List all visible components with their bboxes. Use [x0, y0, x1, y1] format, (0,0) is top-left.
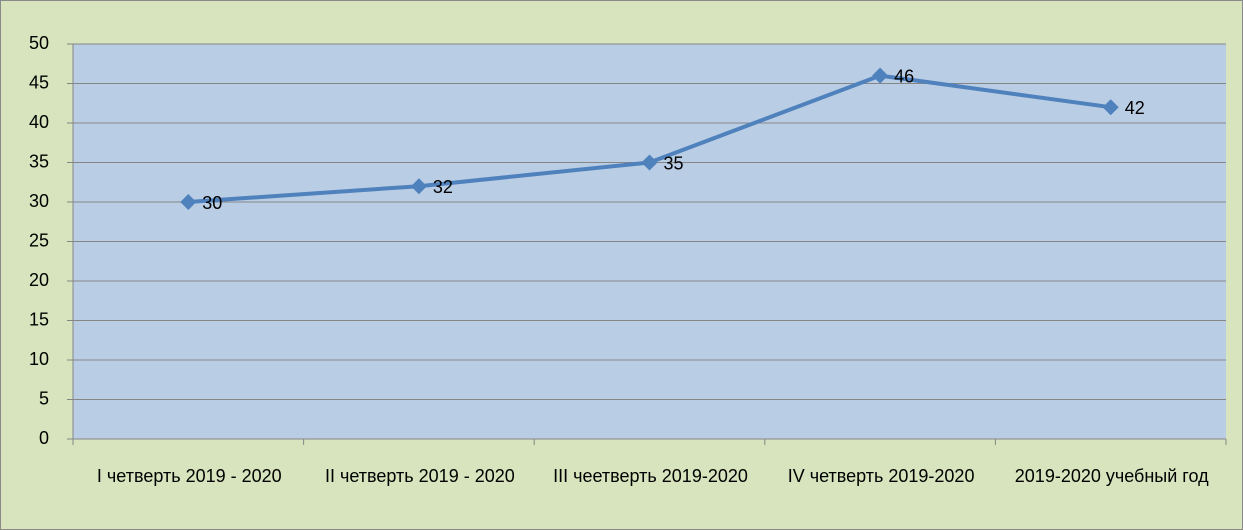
data-label: 30	[202, 193, 222, 213]
data-label: 46	[894, 66, 914, 86]
y-tick-label: 10	[29, 349, 49, 369]
y-tick-label: 45	[29, 72, 49, 92]
y-tick-label: 40	[29, 112, 49, 132]
data-point	[180, 194, 197, 210]
data-label: 35	[664, 153, 684, 173]
y-tick-label: 25	[29, 230, 49, 250]
y-tick-label: 0	[39, 428, 49, 448]
data-label: 32	[433, 177, 453, 197]
data-point	[410, 178, 427, 195]
data-point	[1102, 99, 1119, 116]
x-tick-label: IV четверть 2019-2020	[787, 466, 975, 486]
x-tick-label: 2019-2020 учебный год	[1014, 466, 1209, 486]
y-tick-label: 20	[29, 270, 49, 290]
data-point	[641, 154, 658, 171]
data-point	[872, 67, 889, 84]
y-tick-label: 30	[29, 191, 49, 211]
y-tick-label: 35	[29, 151, 49, 171]
x-tick-label: III чеетверть 2019-2020	[553, 466, 748, 486]
x-tick-label: II четверть 2019 - 2020	[325, 466, 515, 486]
y-tick-label: 15	[29, 309, 49, 329]
y-tick-label: 5	[39, 388, 49, 408]
data-label: 42	[1125, 98, 1145, 118]
y-tick-label: 50	[29, 33, 49, 53]
x-tick-label: I четверть 2019 - 2020	[96, 466, 282, 486]
